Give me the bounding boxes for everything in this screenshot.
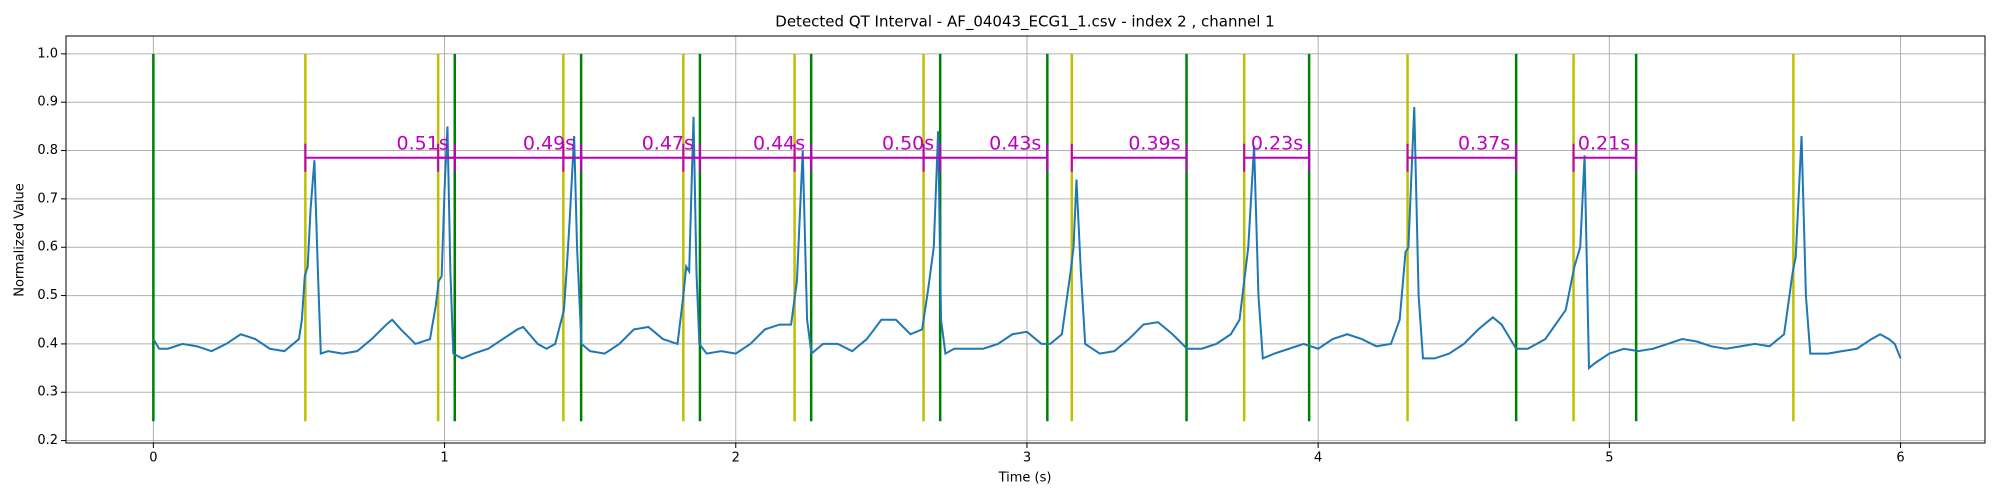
qt-bracket — [1243, 143, 1311, 172]
x-tick-label: 0 — [149, 451, 157, 466]
qt-label: 0.21s — [1578, 132, 1630, 154]
qt-label: 0.49s — [523, 132, 575, 154]
plot: 0.51s 0.49s 0.47s 0.44s 0.50s 0.43s 0.39s 0.23s… — [152, 53, 1902, 422]
qt-label: 0.51s — [397, 132, 449, 154]
qt-label: 0.47s — [642, 132, 694, 154]
y-axis-label: Normalized Value — [13, 183, 28, 297]
y-tick-label: 0.6 — [37, 240, 58, 255]
y-tick-label: 0.9 — [37, 95, 58, 110]
x-tick-label: 3 — [1023, 451, 1031, 466]
y-tick-label: 0.5 — [37, 288, 58, 303]
y-tick-label: 0.7 — [37, 191, 58, 206]
qt-label: 0.37s — [1458, 132, 1510, 154]
y-tick-label: 0.3 — [37, 385, 58, 400]
y-tick-label: 0.4 — [37, 336, 58, 351]
chart-title: Detected QT Interval - AF_04043_ECG1_1.c… — [775, 13, 1274, 32]
qt-label: 0.39s — [1128, 132, 1180, 154]
plot-frame — [65, 35, 1986, 444]
qt-label: 0.50s — [882, 132, 934, 154]
qt-bracket — [922, 143, 1049, 172]
x-tick-label: 4 — [1314, 451, 1322, 466]
y-tick-label: 1.0 — [37, 46, 58, 61]
x-tick-label: 2 — [732, 451, 740, 466]
qt-bracket — [1406, 143, 1518, 172]
qt-label: 0.43s — [989, 132, 1041, 154]
y-tick-label: 0.8 — [37, 143, 58, 158]
y-tick-label: 0.2 — [37, 433, 58, 448]
x-axis-label: Time (s) — [998, 471, 1052, 486]
signal-line — [152, 107, 1902, 371]
x-tick-label: 6 — [1896, 451, 1904, 466]
qt-bracket — [1572, 143, 1638, 172]
x-tick-label: 5 — [1605, 451, 1613, 466]
qt-label: 0.23s — [1251, 132, 1303, 154]
x-tick-label: 1 — [440, 451, 448, 466]
qt-bracket — [1070, 143, 1188, 172]
qt-label: 0.44s — [753, 132, 805, 154]
